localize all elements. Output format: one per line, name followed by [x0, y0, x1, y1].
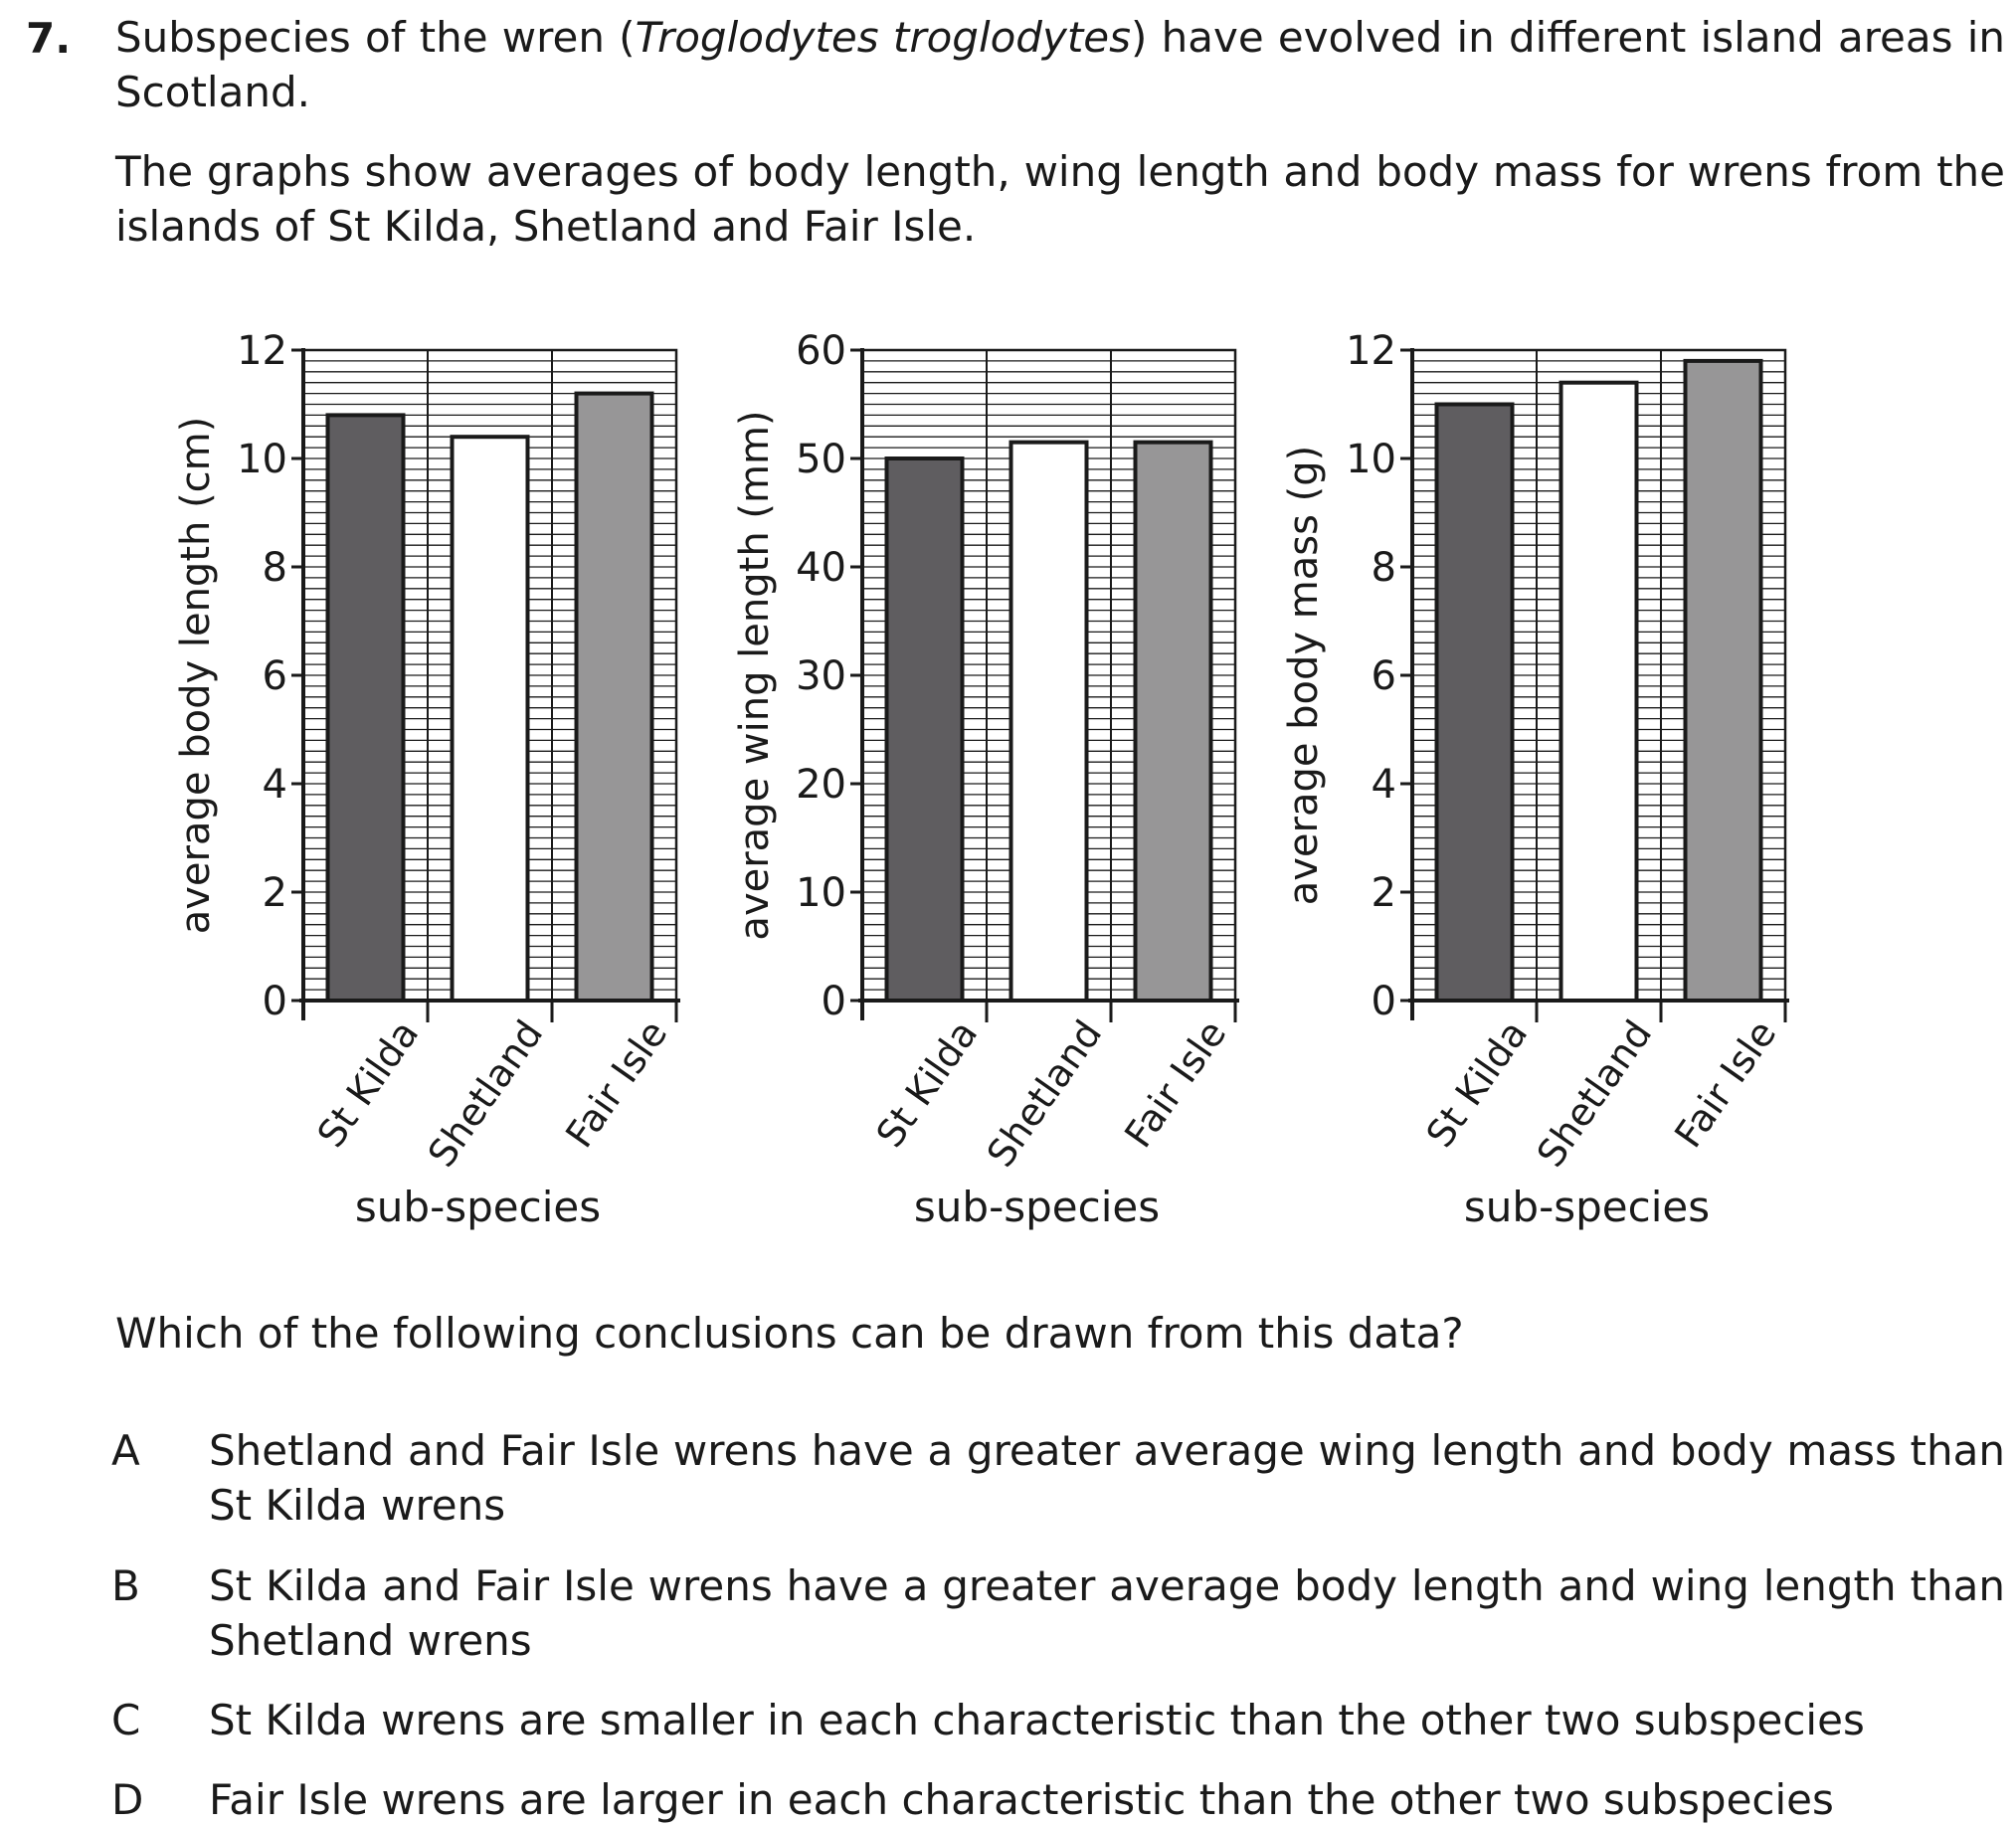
x-axis-label: sub-species: [1464, 1183, 1710, 1231]
y-tick-label: 2: [263, 870, 287, 916]
category-label: St Kilda: [308, 1012, 427, 1156]
category-label: St Kilda: [867, 1012, 986, 1156]
intro-text-end: ) have evolved in different island areas…: [115, 13, 2005, 116]
question-description: The graphs show averages of body length,…: [115, 147, 2005, 251]
category-label: Shetland: [979, 1012, 1111, 1175]
y-tick-label: 4: [263, 762, 287, 808]
y-tick-label: 20: [796, 762, 846, 808]
category-label: Fair Isle: [1116, 1012, 1234, 1156]
option-c-letter: C: [111, 1696, 141, 1744]
y-axis-label: average wing length (mm): [732, 410, 778, 940]
bar-st-kilda: [1434, 402, 1515, 1003]
y-tick-label: 12: [1346, 328, 1396, 374]
x-axis-label: sub-species: [355, 1183, 601, 1231]
bar-shetland: [1558, 380, 1639, 1003]
option-d-text: Fair Isle wrens are larger in each chara…: [209, 1775, 1834, 1824]
y-tick-label: 40: [796, 545, 846, 591]
intro-text-start: Subspecies of the wren (: [115, 13, 636, 62]
question-intro: Subspecies of the wren (Troglodytes trog…: [115, 10, 2005, 119]
question-prompt: Which of the following conclusions can b…: [115, 1309, 1464, 1358]
y-tick-label: 0: [263, 979, 287, 1024]
y-tick-label: 12: [237, 328, 287, 374]
option-a-letter: A: [111, 1426, 140, 1475]
option-d-letter: D: [111, 1775, 144, 1824]
y-tick-label: 8: [263, 545, 287, 591]
y-tick-label: 0: [822, 979, 846, 1024]
y-tick-label: 60: [796, 328, 846, 374]
y-tick-label: 8: [1372, 545, 1396, 591]
bar-shetland: [1008, 440, 1089, 1003]
y-tick-label: 10: [237, 437, 287, 482]
y-tick-label: 30: [796, 653, 846, 699]
bar-fair-isle: [1133, 440, 1213, 1003]
y-tick-label: 6: [1372, 653, 1396, 699]
option-c-text: St Kilda wrens are smaller in each chara…: [209, 1696, 1865, 1744]
category-label: Shetland: [420, 1012, 552, 1175]
category-label: Shetland: [1529, 1012, 1661, 1175]
y-tick-label: 0: [1372, 979, 1396, 1024]
bar-st-kilda: [325, 413, 406, 1003]
bar-fair-isle: [574, 391, 654, 1004]
y-tick-label: 50: [796, 437, 846, 482]
y-tick-label: 2: [1372, 870, 1396, 916]
option-b-letter: B: [111, 1561, 140, 1610]
option-a-text: Shetland and Fair Isle wrens have a grea…: [209, 1426, 2005, 1530]
bar-st-kilda: [884, 457, 965, 1003]
y-axis-label: average body mass (g): [1281, 446, 1327, 906]
x-axis-label: sub-species: [914, 1183, 1160, 1231]
species-name: Troglodytes troglodytes: [635, 13, 1132, 62]
y-tick-label: 4: [1372, 762, 1396, 808]
bar-shetland: [450, 435, 530, 1003]
question-number: 7.: [26, 14, 72, 63]
category-label: Fair Isle: [557, 1012, 675, 1156]
y-tick-label: 10: [1346, 437, 1396, 482]
y-tick-label: 6: [263, 653, 287, 699]
bar-fair-isle: [1683, 358, 1763, 1003]
y-axis-label: average body length (cm): [173, 417, 219, 935]
option-b-text: St Kilda and Fair Isle wrens have a grea…: [209, 1561, 2005, 1665]
category-label: Fair Isle: [1666, 1012, 1784, 1156]
category-label: St Kilda: [1417, 1012, 1536, 1156]
y-tick-label: 10: [796, 870, 846, 916]
